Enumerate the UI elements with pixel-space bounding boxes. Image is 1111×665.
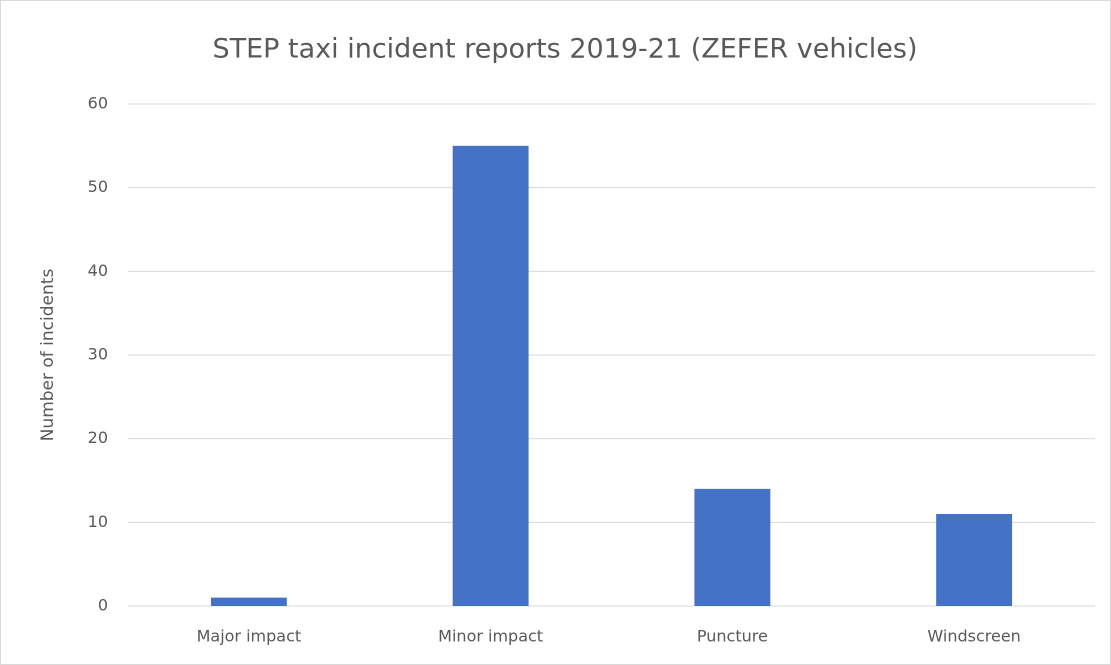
chart-title: STEP taxi incident reports 2019-21 (ZEFE…: [212, 34, 917, 65]
y-axis-title: Number of incidents: [38, 269, 58, 442]
x-tick-label: Windscreen: [927, 627, 1020, 646]
bar: [452, 145, 529, 607]
y-tick-label: 10: [88, 512, 108, 531]
x-tick-label: Major impact: [197, 627, 302, 646]
y-tick-label: 40: [88, 261, 108, 280]
bar: [936, 513, 1013, 606]
x-tick-label: Puncture: [697, 627, 768, 646]
y-tick-label: 60: [88, 94, 108, 113]
bar: [694, 488, 771, 606]
y-tick-label: 0: [98, 596, 108, 615]
y-tick-label: 20: [88, 428, 108, 447]
y-tick-label: 50: [88, 177, 108, 196]
bar: [210, 597, 287, 606]
x-tick-label: Minor impact: [438, 627, 543, 646]
y-tick-label: 30: [88, 345, 108, 364]
